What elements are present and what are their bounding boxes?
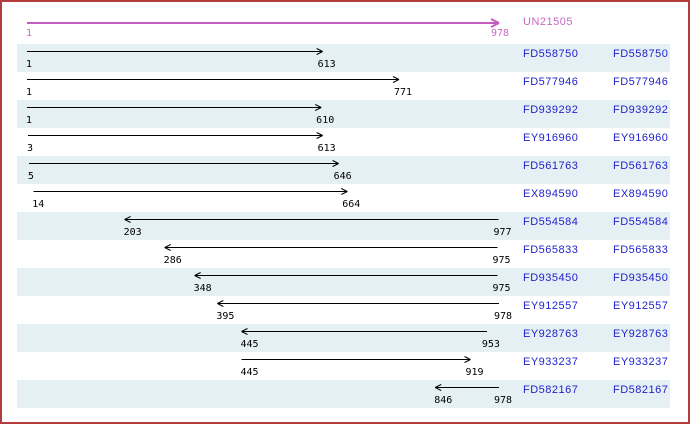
accession-link-secondary[interactable]: FD582167 (613, 384, 669, 396)
alignment-arrow-plus[interactable] (2, 72, 688, 100)
accession-link-secondary[interactable]: FD577946 (613, 76, 669, 88)
alignment-row: 5 646 FD561763 FD561763 (2, 156, 688, 184)
alignment-arrow-plus[interactable] (2, 100, 688, 128)
alignment-end-coord: 613 (317, 143, 336, 154)
accession-link[interactable]: FD558750 (523, 48, 579, 60)
alignment-row: 203 977 FD554584 FD554584 (2, 212, 688, 240)
row-background (17, 100, 670, 128)
alignment-row: 1 613 FD558750 FD558750 (2, 44, 688, 72)
accession-link[interactable]: EY928763 (523, 328, 579, 340)
alignment-row: 1 771 FD577946 FD577946 (2, 72, 688, 100)
alignment-arrow-plus[interactable] (2, 44, 688, 72)
accession-link[interactable]: FD577946 (523, 76, 579, 88)
row-background (17, 212, 670, 240)
row-background (17, 156, 670, 184)
reference-end-coord: 978 (490, 28, 510, 39)
alignment-end-coord: 978 (493, 311, 513, 322)
alignment-arrow-plus[interactable] (2, 128, 688, 156)
alignment-start-coord: 395 (216, 311, 235, 322)
alignment-start-coord: 445 (240, 339, 259, 350)
alignment-end-coord: 771 (393, 87, 413, 98)
accession-link-secondary[interactable]: FD935450 (613, 272, 669, 284)
accession-link[interactable]: FD554584 (523, 216, 579, 228)
alignment-end-coord: 975 (492, 283, 511, 294)
alignment-row: 445 919 EY933237 EY933237 (2, 352, 688, 380)
accession-link[interactable]: FD935450 (523, 272, 579, 284)
row-background (17, 380, 670, 408)
alignment-end-coord: 646 (333, 171, 352, 182)
alignment-row: 395 978 EY912557 EY912557 (2, 296, 688, 324)
alignment-start-coord: 445 (240, 367, 259, 378)
alignment-row: 445 953 EY928763 EY928763 (2, 324, 688, 352)
alignment-end-coord: 613 (317, 59, 336, 70)
alignment-row: 348 975 FD935450 FD935450 (2, 268, 688, 296)
alignment-row: 286 975 FD565833 FD565833 (2, 240, 688, 268)
alignment-start-coord: 348 (193, 283, 212, 294)
reference-track: 1 978 UN21505 (2, 2, 688, 42)
alignment-start-coord: 203 (123, 227, 142, 238)
alignment-arrow-minus[interactable] (2, 268, 688, 296)
alignment-row: 846 978 FD582167 FD582167 (2, 380, 688, 408)
alignment-start-coord: 14 (32, 199, 45, 210)
accession-link[interactable]: EY933237 (523, 356, 579, 368)
accession-link[interactable]: FD582167 (523, 384, 579, 396)
reference-arrow[interactable] (2, 2, 688, 42)
alignment-end-coord: 664 (342, 199, 361, 210)
row-background (17, 324, 670, 352)
alignment-start-coord: 1 (26, 115, 33, 126)
alignment-arrow-minus[interactable] (2, 324, 688, 352)
alignment-start-coord: 3 (26, 143, 33, 154)
accession-link[interactable]: FD561763 (523, 160, 579, 172)
alignment-start-coord: 5 (27, 171, 34, 182)
alignment-arrow-minus[interactable] (2, 296, 688, 324)
alignment-arrow-minus[interactable] (2, 240, 688, 268)
alignment-end-coord: 975 (492, 255, 511, 266)
accession-link[interactable]: EY916960 (523, 132, 579, 144)
row-background (17, 44, 670, 72)
accession-link-secondary[interactable]: EX894590 (613, 188, 669, 200)
reference-start-coord: 1 (26, 28, 33, 39)
row-background (17, 268, 670, 296)
alignment-end-coord: 953 (481, 339, 500, 350)
alignment-start-coord: 1 (26, 59, 33, 70)
accession-link[interactable]: FD939292 (523, 104, 579, 116)
alignment-arrow-plus[interactable] (2, 352, 688, 380)
alignment-end-coord: 919 (465, 367, 484, 378)
alignment-start-coord: 286 (163, 255, 182, 266)
alignment-end-coord: 977 (493, 227, 512, 238)
reference-id-label: UN21505 (523, 16, 573, 28)
accession-link-secondary[interactable]: EY916960 (613, 132, 669, 144)
accession-link-secondary[interactable]: EY912557 (613, 300, 669, 312)
alignment-arrow-plus[interactable] (2, 156, 688, 184)
accession-link-secondary[interactable]: FD558750 (613, 48, 669, 60)
alignment-row: 14 664 EX894590 EX894590 (2, 184, 688, 212)
alignment-start-coord: 846 (434, 395, 453, 406)
accession-link-secondary[interactable]: FD561763 (613, 160, 669, 172)
alignment-arrow-minus[interactable] (2, 380, 688, 408)
alignment-start-coord: 1 (26, 87, 33, 98)
alignment-arrow-minus[interactable] (2, 212, 688, 240)
alignment-end-coord: 978 (493, 395, 513, 406)
accession-link-secondary[interactable]: FD939292 (613, 104, 669, 116)
alignment-row: 1 610 FD939292 FD939292 (2, 100, 688, 128)
accession-link-secondary[interactable]: FD554584 (613, 216, 669, 228)
alignment-row: 3 613 EY916960 EY916960 (2, 128, 688, 156)
accession-link-secondary[interactable]: FD565833 (613, 244, 669, 256)
accession-link-secondary[interactable]: EY933237 (613, 356, 669, 368)
accession-link-secondary[interactable]: EY928763 (613, 328, 669, 340)
alignment-end-coord: 610 (316, 115, 335, 126)
accession-link[interactable]: EX894590 (523, 188, 579, 200)
accession-link[interactable]: EY912557 (523, 300, 579, 312)
alignment-arrow-plus[interactable] (2, 184, 688, 212)
accession-link[interactable]: FD565833 (523, 244, 579, 256)
